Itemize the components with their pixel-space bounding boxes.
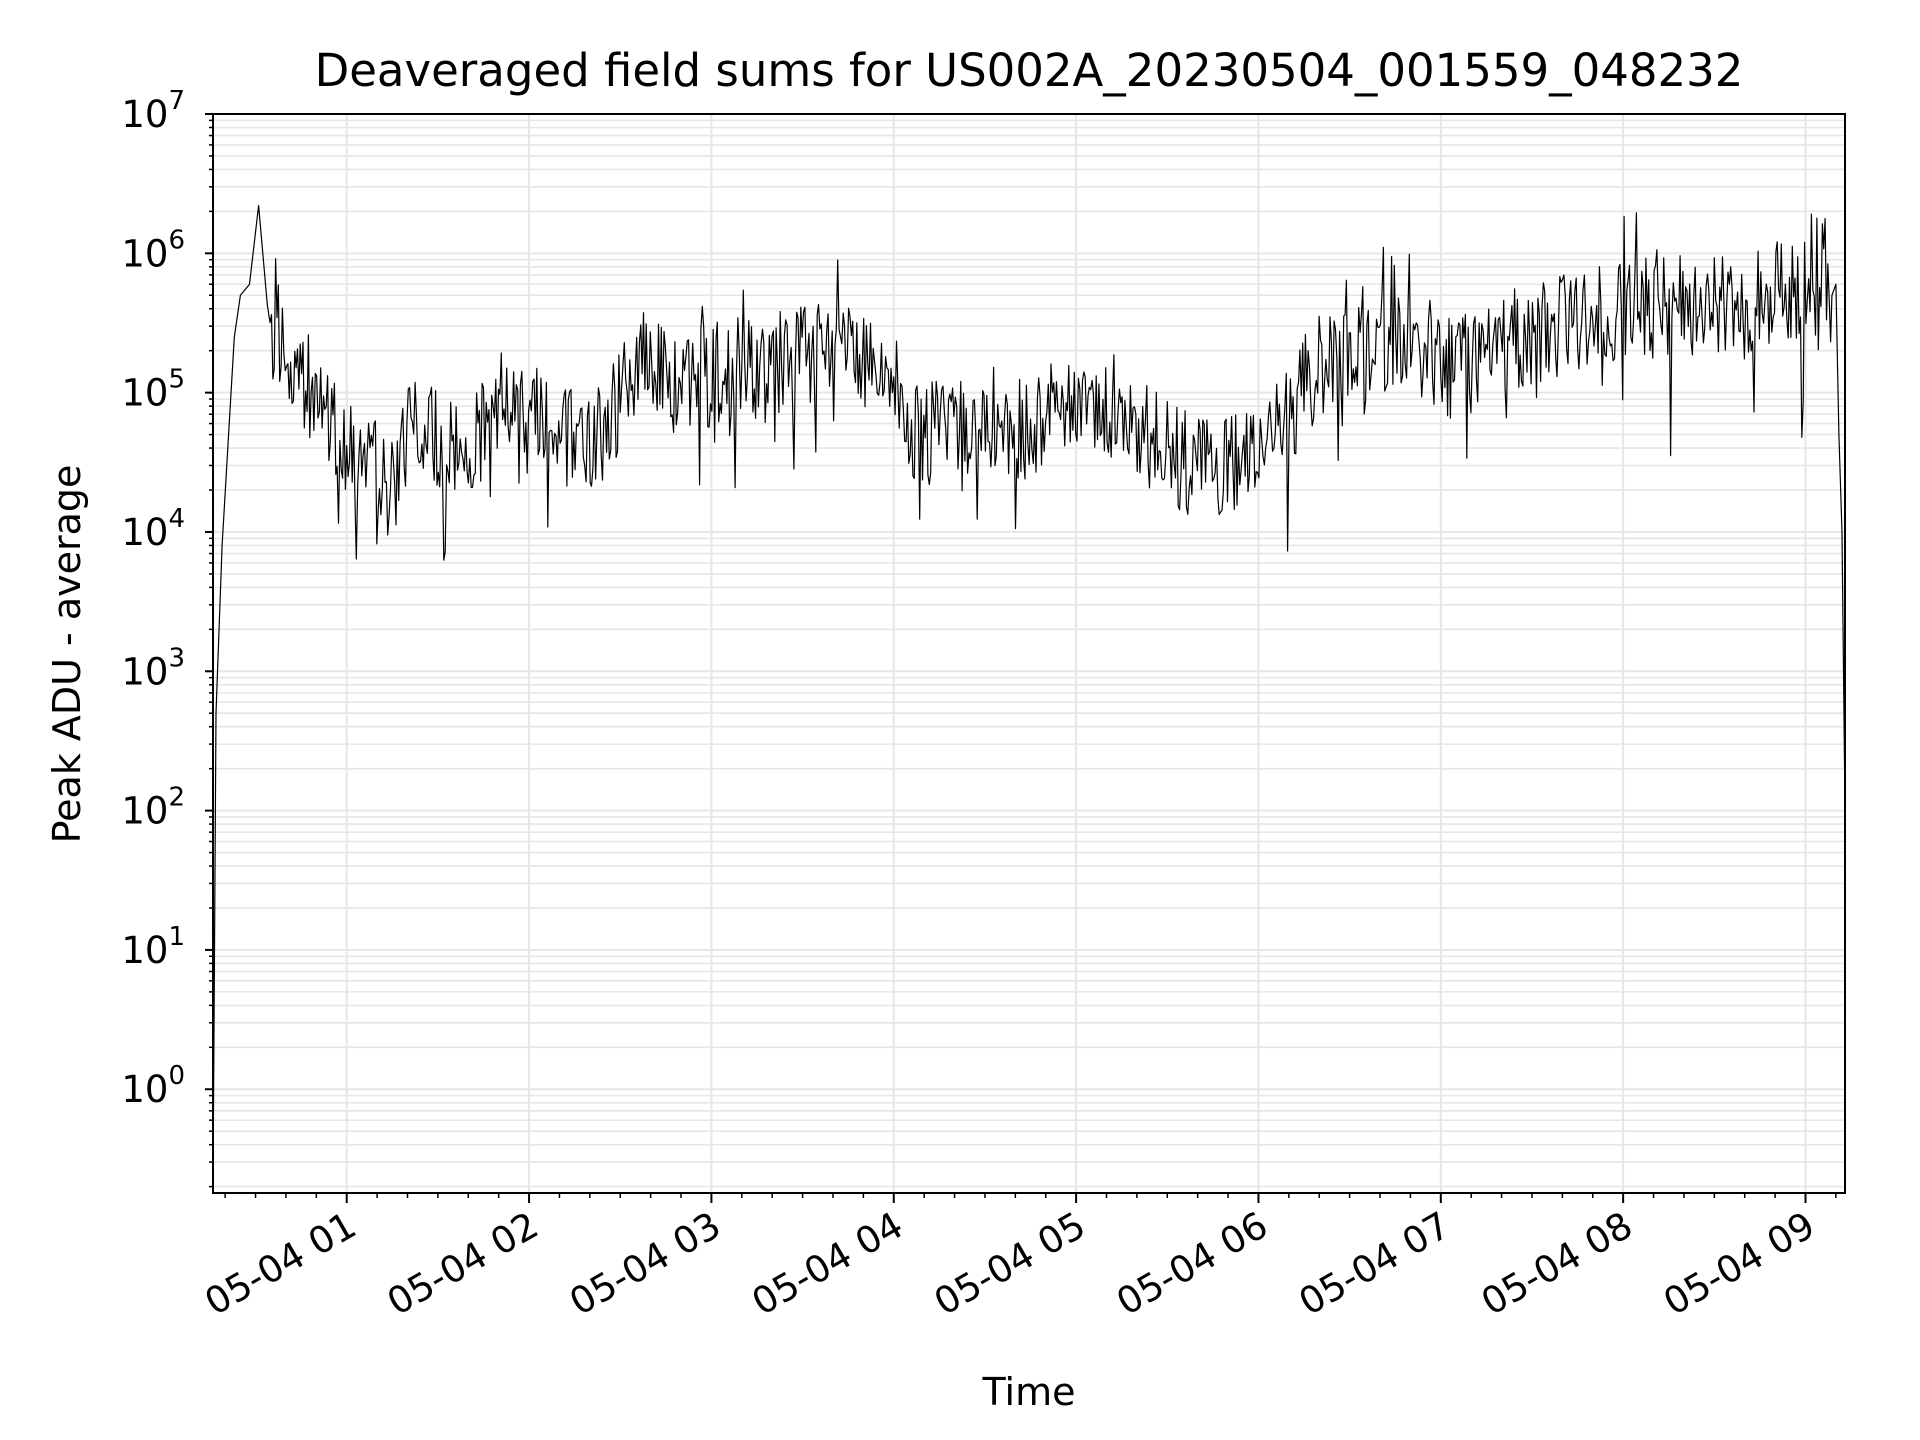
plot-frame <box>212 113 1846 1194</box>
y-tick-label: 107 <box>121 86 185 136</box>
y-tick-label: 101 <box>121 922 185 972</box>
y-tick-label: 102 <box>121 783 185 833</box>
y-tick-label: 105 <box>121 365 185 415</box>
y-axis: 100 101 102 103 104 105 106 107 <box>121 86 213 1188</box>
y-tick-label: 100 <box>121 1061 185 1111</box>
y-tick-label: 103 <box>121 643 185 693</box>
plot-area <box>213 114 1845 1193</box>
y-axis-label: Peak ADU - average <box>45 465 89 844</box>
y-tick-label: 106 <box>121 225 185 275</box>
chart-title: Deaveraged field sums for US002A_2023050… <box>315 44 1744 97</box>
series-line <box>212 205 1846 1187</box>
grid-lines <box>213 113 1845 1193</box>
series-layer <box>212 205 1846 1187</box>
x-axis-label: Time <box>982 1370 1076 1414</box>
y-tick-label: 104 <box>121 504 185 554</box>
